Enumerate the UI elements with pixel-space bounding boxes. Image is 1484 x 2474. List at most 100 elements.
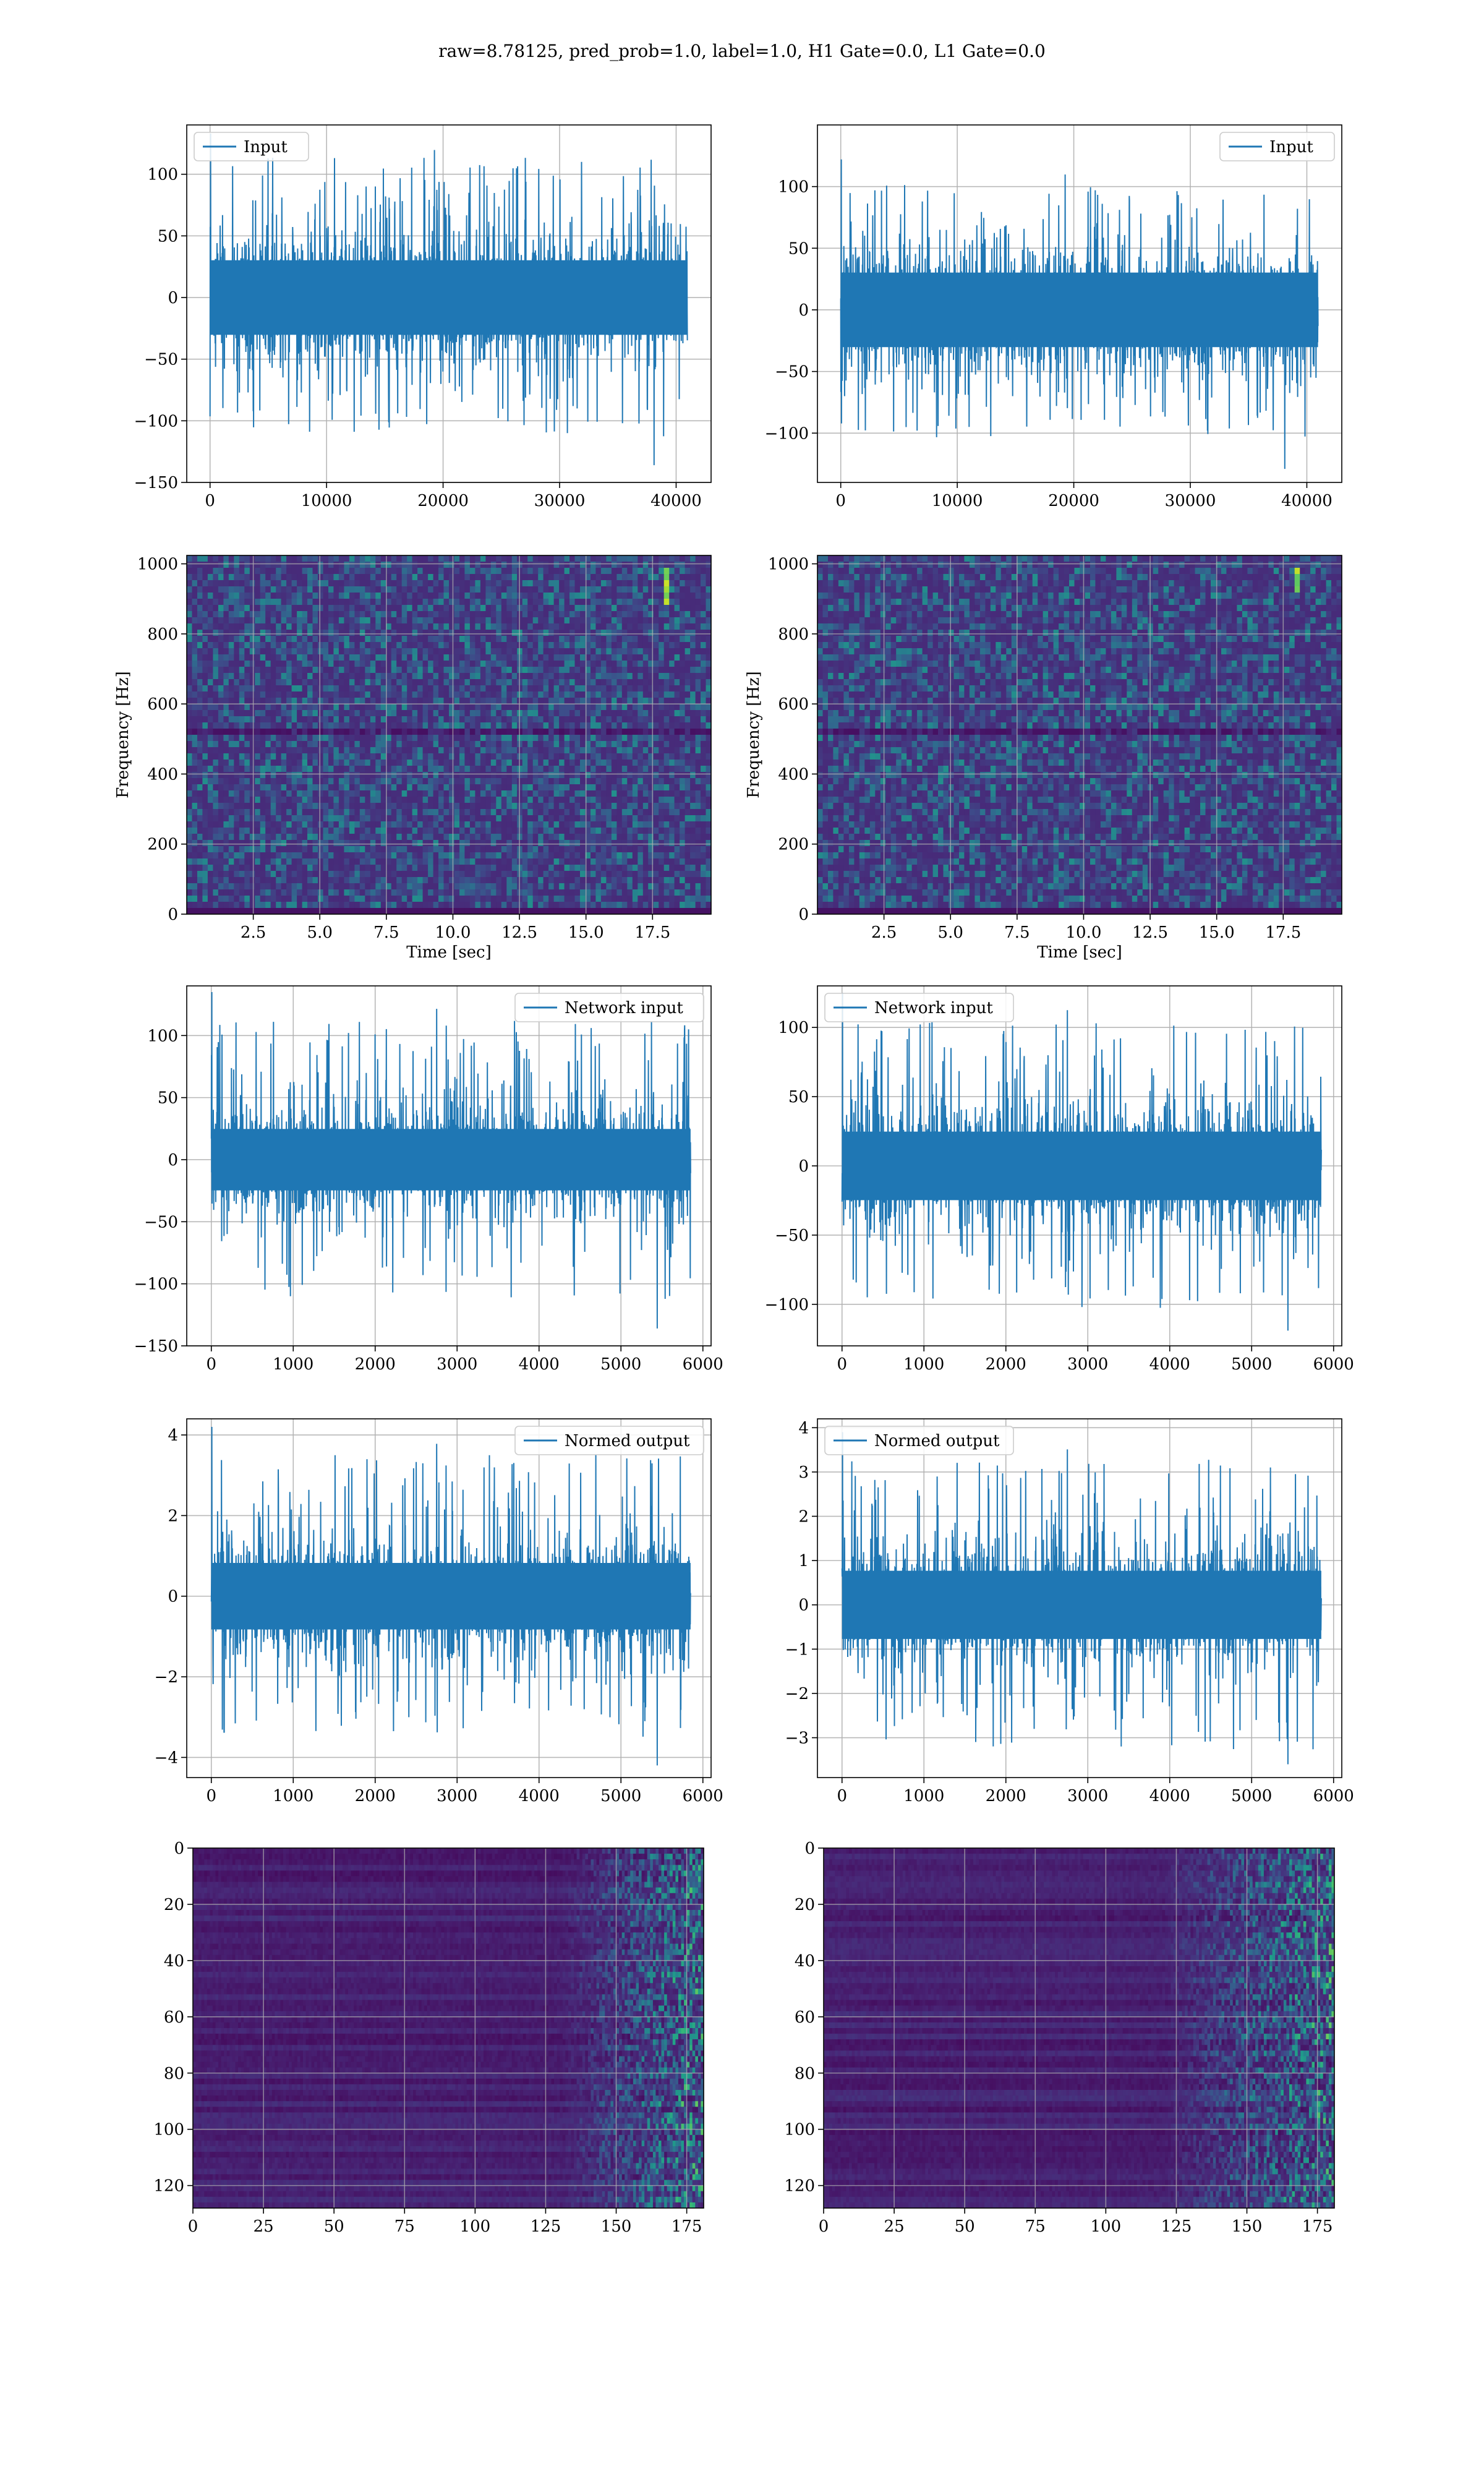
h1-normed-output-ytick-label: 2 <box>168 1507 178 1525</box>
l1-network-input-ytick-label: 0 <box>798 1157 809 1176</box>
l1-normed-output-legend: Normed output <box>824 1426 1014 1455</box>
l1-feature-map-xtick-label: 50 <box>955 2217 975 2236</box>
l1-normed-output-ytick-label: 4 <box>798 1419 809 1437</box>
l1-spectrogram-xtick-label: 12.5 <box>1132 923 1168 942</box>
h1-normed-output-ytick-label: −2 <box>155 1668 178 1687</box>
h1-spectrogram-ticks: 2.5 5.0 7.5 10.0 12.5 15.0 17.5 0 200 400 600 800 10… <box>137 555 670 942</box>
l1-network-input-xtick-label: 5000 <box>1231 1355 1272 1374</box>
l1-spectrogram-panel: 2.5 5.0 7.5 10.0 12.5 15.0 17.5 0 200 400 600 800 10… <box>744 555 1342 962</box>
h1-network-input-ytick-label: −150 <box>134 1337 178 1356</box>
h1-network-input-ytick-label: 100 <box>147 1027 178 1045</box>
l1-network-input-series-core <box>842 1131 1321 1201</box>
l1-input-xtick-label: 20000 <box>1048 492 1099 510</box>
h1-input-ytick-label: −150 <box>134 474 178 492</box>
h1-input-xtick-label: 30000 <box>534 492 586 510</box>
h1-input-series-core <box>210 260 688 335</box>
l1-network-input-ticks: 0 1000 2000 3000 4000 5000 6000 −100 −50 0 50 100 <box>765 1019 1354 1374</box>
h1-input-legend-box <box>194 132 309 161</box>
h1-feature-map-ticks: 0 25 50 75 100 125 150 175 0 20 40 60 80 100 120 <box>153 1839 702 2236</box>
h1-input-ytick-label: 50 <box>158 227 178 246</box>
l1-spectrogram-xtick-label: 15.0 <box>1199 923 1235 942</box>
l1-network-input-xtick-label: 6000 <box>1313 1355 1354 1374</box>
l1-input-ytick-label: −100 <box>765 424 809 443</box>
h1-normed-output-xtick-label: 4000 <box>519 1787 560 1805</box>
l1-feature-map-ytick-label: 0 <box>804 1839 815 1858</box>
h1-feature-map-xtick-label: 150 <box>601 2217 632 2236</box>
h1-normed-output-xtick-label: 1000 <box>273 1787 313 1805</box>
h1-spectrogram-ylabel: Frequency [Hz] <box>114 671 132 798</box>
l1-input-ytick-label: 50 <box>788 239 809 258</box>
h1-normed-output-series-core <box>211 1562 691 1630</box>
h1-normed-output-frame <box>186 1418 712 1778</box>
h1-feature-map-ytick-label: 100 <box>153 2121 184 2139</box>
l1-feature-map-ytick-label: 40 <box>795 1952 815 1971</box>
l1-normed-output-legend-label: Normed output <box>874 1432 1000 1450</box>
h1-network-input-xtick-label: 6000 <box>683 1355 723 1374</box>
l1-network-input-xtick-label: 1000 <box>903 1355 944 1374</box>
l1-feature-map-frame <box>823 1847 1335 2209</box>
h1-input-legend: Input <box>194 132 309 161</box>
l1-input-legend-box <box>1219 132 1335 161</box>
l1-input-ytick-label: −50 <box>775 363 809 382</box>
l1-feature-map-ytick-label: 100 <box>784 2121 815 2139</box>
l1-normed-output-legend-box <box>824 1426 1014 1455</box>
h1-feature-map-ytick-label: 40 <box>164 1952 184 1971</box>
h1-network-input-xtick-label: 0 <box>206 1355 216 1374</box>
h1-spectrogram-ytick-label: 800 <box>147 625 178 644</box>
h1-network-input-xtick-label: 4000 <box>519 1355 560 1374</box>
h1-network-input-frame <box>186 985 712 1346</box>
l1-input-legend: Input <box>1219 132 1335 161</box>
l1-spectrogram-ytick-label: 600 <box>778 695 809 714</box>
l1-spectrogram-ytick-label: 0 <box>798 905 809 924</box>
h1-network-input-legend-label: Network input <box>565 999 683 1017</box>
h1-input-ytick-label: −100 <box>134 412 178 430</box>
h1-network-input-legend: Network input <box>514 993 704 1022</box>
h1-normed-output-legend: Normed output <box>514 1426 704 1455</box>
h1-spectrogram-xtick-label: 10.0 <box>435 923 471 942</box>
l1-spectrogram-ytick-label: 400 <box>778 765 809 784</box>
l1-normed-output-xtick-label: 5000 <box>1231 1787 1272 1805</box>
l1-spectrogram-frame <box>817 555 1342 915</box>
h1-normed-output-xtick-label: 2000 <box>355 1787 396 1805</box>
h1-network-input-xtick-label: 2000 <box>355 1355 396 1374</box>
l1-input-xtick-label: 10000 <box>932 492 983 510</box>
h1-spectrogram-panel: 2.5 5.0 7.5 10.0 12.5 15.0 17.5 0 200 400 600 800 10… <box>114 555 712 962</box>
h1-feature-map-xtick-label: 50 <box>324 2217 344 2236</box>
l1-spectrogram-xlabel: Time [sec] <box>1037 943 1122 962</box>
l1-input-ytick-label: 0 <box>798 301 809 320</box>
h1-input-xtick-label: 10000 <box>301 492 352 510</box>
l1-input-xtick-label: 0 <box>835 492 846 510</box>
l1-spectrogram-xtick-label: 17.5 <box>1265 923 1301 942</box>
l1-normed-output-ticks: 0 1000 2000 3000 4000 5000 6000 −3 −2 −1 0 1 2 3 4 <box>785 1419 1354 1805</box>
h1-feature-map-xtick-label: 0 <box>188 2217 198 2236</box>
h1-network-input-xtick-label: 3000 <box>437 1355 477 1374</box>
h1-feature-map-ytick-label: 20 <box>164 1896 184 1914</box>
l1-normed-output-ytick-label: −3 <box>785 1729 809 1748</box>
l1-spectrogram-ticks: 2.5 5.0 7.5 10.0 12.5 15.0 17.5 0 200 400 600 800 10… <box>768 555 1301 942</box>
h1-spectrogram-ytick-label: 200 <box>147 836 178 854</box>
h1-input-xtick-label: 0 <box>205 492 215 510</box>
l1-feature-map-panel: 0 25 50 75 100 125 150 175 0 20 40 60 80 100 120 <box>784 1839 1335 2236</box>
l1-input-series-core <box>840 272 1318 348</box>
h1-input-ytick-label: 0 <box>168 289 178 307</box>
h1-normed-output-ytick-label: 4 <box>168 1426 178 1445</box>
l1-input-ytick-label: 100 <box>778 178 809 197</box>
h1-input-frame <box>186 124 712 483</box>
l1-feature-map-xtick-label: 25 <box>884 2217 905 2236</box>
l1-feature-map-xtick-label: 150 <box>1232 2217 1263 2236</box>
l1-network-input-xtick-label: 4000 <box>1149 1355 1190 1374</box>
l1-normed-output-ytick-label: −2 <box>785 1685 809 1703</box>
h1-input-panel: 0 10000 20000 30000 40000 −150 −100 −50 0 50 100 In… <box>134 124 712 510</box>
l1-network-input-legend: Network input <box>824 993 1014 1022</box>
h1-normed-output-legend-label: Normed output <box>565 1432 690 1450</box>
l1-feature-map-ytick-label: 120 <box>784 2177 815 2196</box>
h1-network-input-xtick-label: 1000 <box>273 1355 313 1374</box>
h1-spectrogram-xtick-label: 2.5 <box>241 923 266 942</box>
l1-network-input-legend-box <box>824 993 1014 1022</box>
h1-network-input-ytick-label: 0 <box>168 1151 178 1170</box>
h1-feature-map-xtick-label: 25 <box>254 2217 274 2236</box>
h1-feature-map-ytick-label: 60 <box>164 2008 184 2027</box>
l1-network-input-xtick-label: 3000 <box>1067 1355 1108 1374</box>
l1-feature-map-ytick-label: 80 <box>795 2065 815 2083</box>
l1-spectrogram-ytick-label: 800 <box>778 625 809 644</box>
